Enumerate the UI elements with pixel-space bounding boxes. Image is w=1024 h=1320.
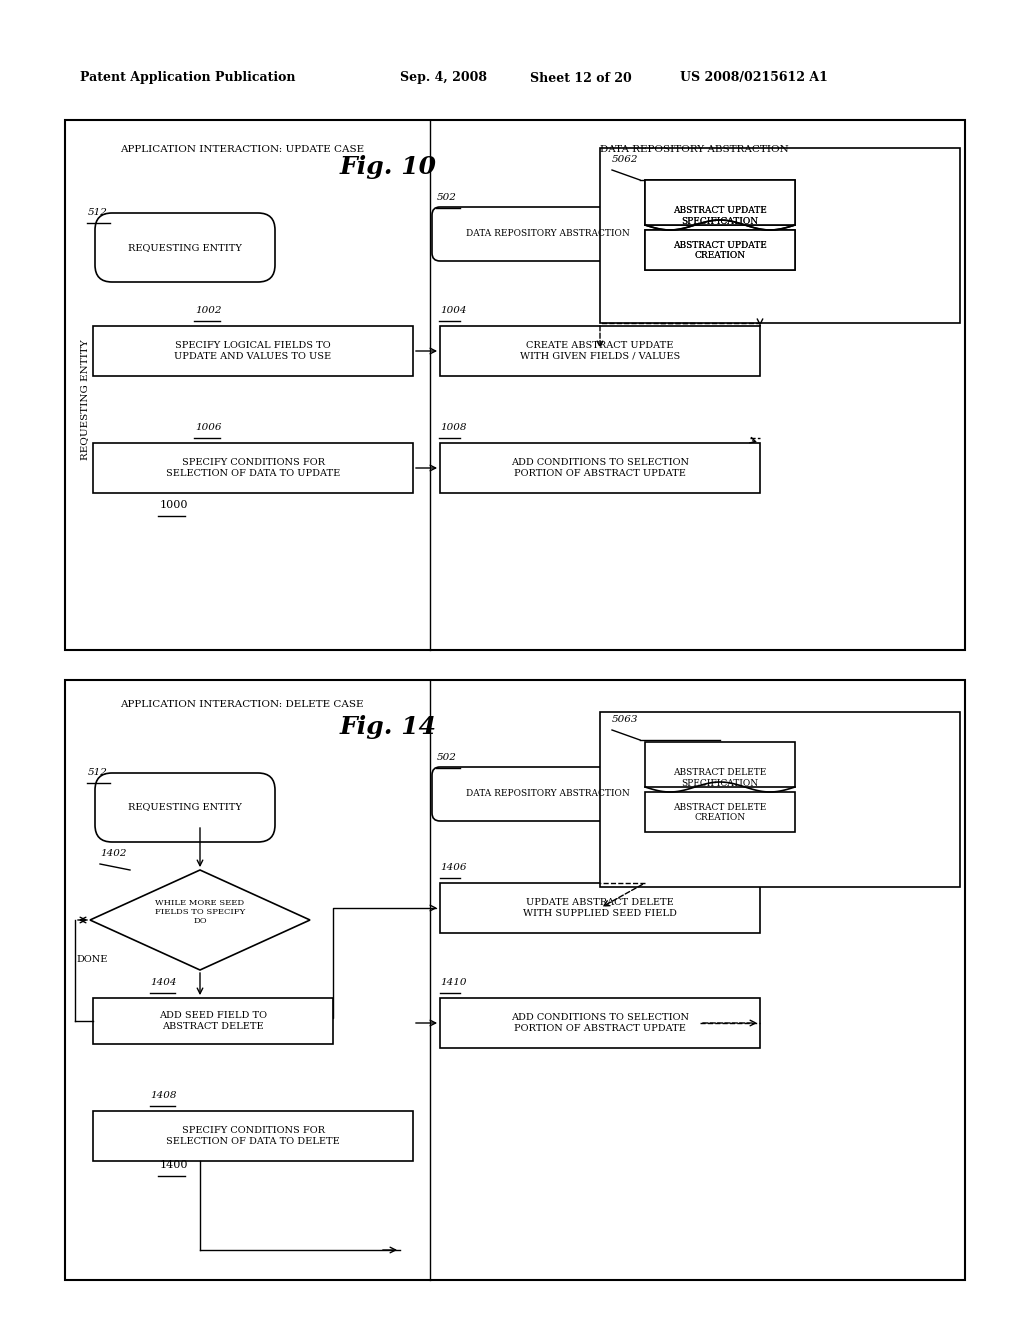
Text: SPECIFY CONDITIONS FOR
SELECTION OF DATA TO UPDATE: SPECIFY CONDITIONS FOR SELECTION OF DATA… [166, 458, 340, 478]
Bar [440, 444, 760, 492]
Text: 512: 512 [88, 768, 108, 777]
Text: 1400: 1400 [160, 1160, 188, 1170]
Text: Patent Application Publication: Patent Application Publication [80, 71, 296, 84]
Text: 1410: 1410 [440, 978, 467, 987]
Text: DATA REPOSITORY ABSTRACTION: DATA REPOSITORY ABSTRACTION [466, 789, 630, 799]
Text: DONE: DONE [76, 956, 108, 965]
Text: 1000: 1000 [160, 500, 188, 510]
Bar [440, 326, 760, 376]
Text: 502: 502 [437, 193, 457, 202]
Text: Fig. 10: Fig. 10 [340, 154, 437, 180]
Text: ABSTRACT UPDATE
CREATION: ABSTRACT UPDATE CREATION [673, 240, 767, 260]
Text: 1404: 1404 [150, 978, 176, 987]
Polygon shape [90, 870, 310, 970]
Text: US 2008/0215612 A1: US 2008/0215612 A1 [680, 71, 827, 84]
Text: 1008: 1008 [440, 422, 467, 432]
Bar [645, 742, 795, 787]
Bar [93, 326, 413, 376]
FancyBboxPatch shape [95, 774, 275, 842]
Bar [65, 120, 965, 649]
Text: SPECIFY CONDITIONS FOR
SELECTION OF DATA TO DELETE: SPECIFY CONDITIONS FOR SELECTION OF DATA… [166, 1126, 340, 1146]
Text: 1002: 1002 [195, 306, 221, 315]
Text: Sheet 12 of 20: Sheet 12 of 20 [530, 71, 632, 84]
Text: APPLICATION INTERACTION: DELETE CASE: APPLICATION INTERACTION: DELETE CASE [120, 700, 364, 709]
Text: ABSTRACT UPDATE
SPECIFICATION: ABSTRACT UPDATE SPECIFICATION [673, 206, 767, 226]
Text: ABSTRACT DELETE
CREATION: ABSTRACT DELETE CREATION [674, 803, 767, 822]
Text: Sep. 4, 2008: Sep. 4, 2008 [400, 71, 487, 84]
Bar [600, 711, 961, 887]
Text: SPECIFY LOGICAL FIELDS TO
UPDATE AND VALUES TO USE: SPECIFY LOGICAL FIELDS TO UPDATE AND VAL… [174, 342, 332, 360]
Text: ADD CONDITIONS TO SELECTION
PORTION OF ABSTRACT UPDATE: ADD CONDITIONS TO SELECTION PORTION OF A… [511, 1014, 689, 1032]
FancyBboxPatch shape [432, 767, 663, 821]
Bar [645, 230, 795, 271]
Bar [440, 998, 760, 1048]
FancyBboxPatch shape [432, 207, 663, 261]
Text: CREATE ABSTRACT UPDATE
WITH GIVEN FIELDS / VALUES: CREATE ABSTRACT UPDATE WITH GIVEN FIELDS… [520, 342, 680, 360]
Text: 1406: 1406 [440, 863, 467, 873]
Text: ADD CONDITIONS TO SELECTION
PORTION OF ABSTRACT UPDATE: ADD CONDITIONS TO SELECTION PORTION OF A… [511, 458, 689, 478]
Bar [93, 1111, 413, 1162]
FancyBboxPatch shape [95, 213, 275, 282]
Text: REQUESTING ENTITY: REQUESTING ENTITY [128, 803, 242, 812]
Bar [645, 792, 795, 832]
Text: 1402: 1402 [100, 849, 127, 858]
Bar [93, 998, 333, 1044]
Text: REQUESTING ENTITY: REQUESTING ENTITY [81, 339, 89, 461]
Bar [440, 883, 760, 933]
Text: ABSTRACT DELETE
SPECIFICATION: ABSTRACT DELETE SPECIFICATION [674, 768, 767, 788]
Text: WHILE MORE SEED
FIELDS TO SPECIFY
DO: WHILE MORE SEED FIELDS TO SPECIFY DO [155, 899, 245, 925]
Text: REQUESTING ENTITY: REQUESTING ENTITY [128, 243, 242, 252]
Text: 1006: 1006 [195, 422, 221, 432]
Text: Fig. 14: Fig. 14 [340, 715, 437, 739]
Text: 512: 512 [88, 209, 108, 216]
Text: ADD SEED FIELD TO
ABSTRACT DELETE: ADD SEED FIELD TO ABSTRACT DELETE [159, 1011, 267, 1031]
Text: DATA REPOSITORY ABSTRACTION: DATA REPOSITORY ABSTRACTION [466, 230, 630, 239]
Text: 502: 502 [437, 752, 457, 762]
Text: ABSTRACT UPDATE
SPECIFICATION: ABSTRACT UPDATE SPECIFICATION [673, 206, 767, 226]
Text: ABSTRACT UPDATE
CREATION: ABSTRACT UPDATE CREATION [673, 240, 767, 260]
Bar [93, 444, 413, 492]
Text: 1004: 1004 [440, 306, 467, 315]
Text: 5063: 5063 [612, 715, 639, 723]
Text: DATA REPOSITORY ABSTRACTION: DATA REPOSITORY ABSTRACTION [600, 145, 788, 154]
Text: 5062: 5062 [612, 154, 639, 164]
Bar [600, 148, 961, 323]
Text: UPDATE ABSTRACT DELETE
WITH SUPPLIED SEED FIELD: UPDATE ABSTRACT DELETE WITH SUPPLIED SEE… [523, 899, 677, 917]
Text: 1408: 1408 [150, 1092, 176, 1100]
Text: APPLICATION INTERACTION: UPDATE CASE: APPLICATION INTERACTION: UPDATE CASE [120, 145, 365, 154]
Bar [645, 180, 795, 224]
Bar [65, 680, 965, 1280]
